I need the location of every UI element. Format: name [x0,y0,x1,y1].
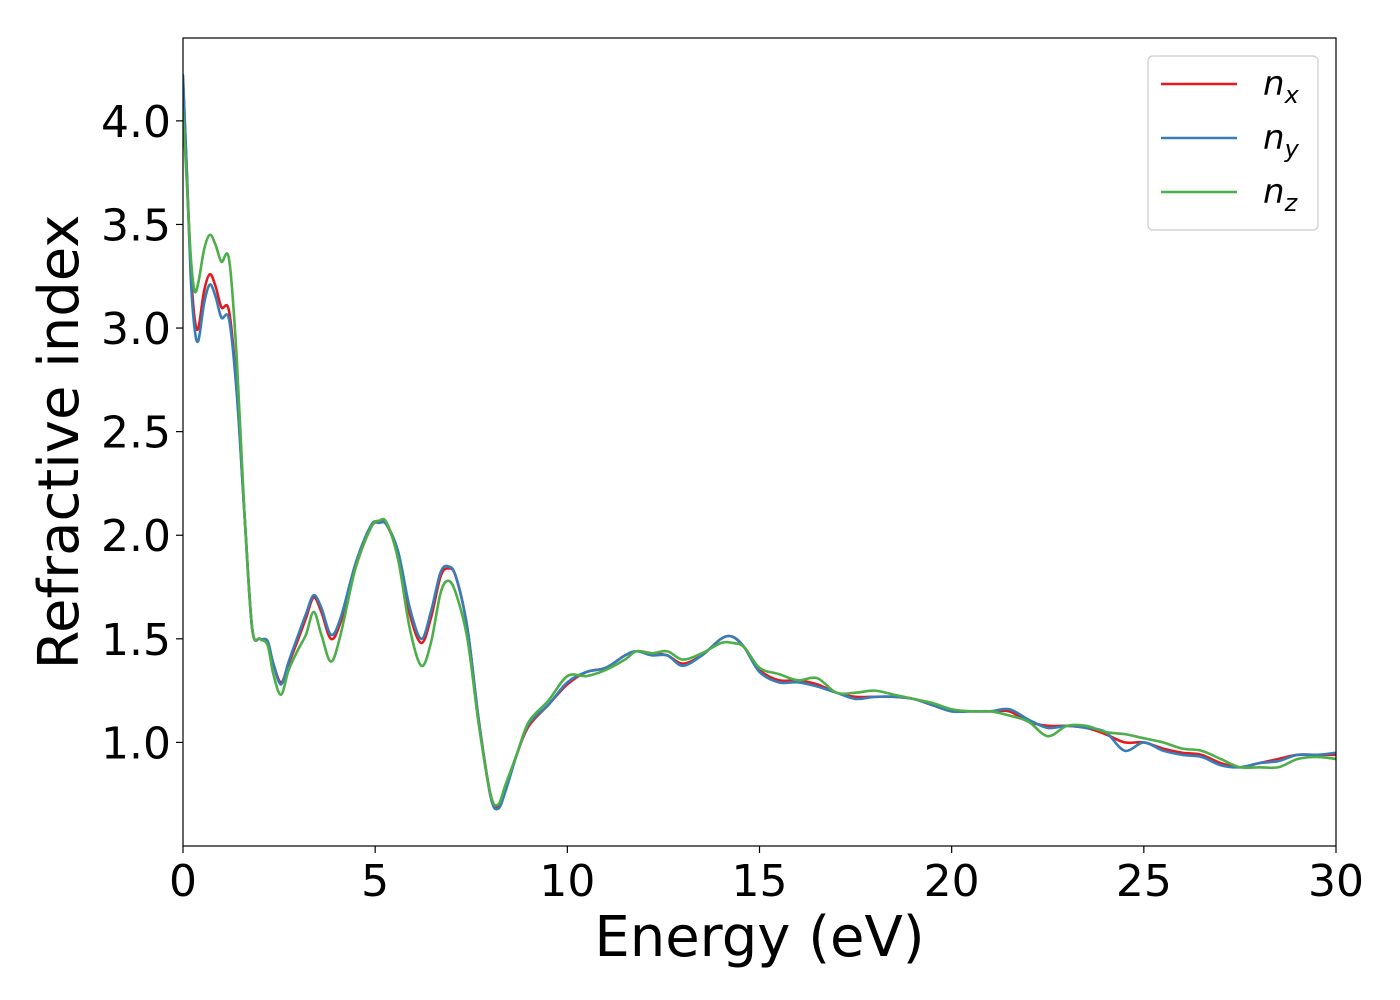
legend-label-y: ny [1263,118,1300,163]
y-axis-ticks: 1.0 1.5 2.0 2.5 3.0 3.5 4.0 [101,97,183,769]
series-layer [183,73,1336,811]
legend-box [1147,55,1319,231]
legend-label-subscript: x [1284,81,1300,109]
y-tick-label: 1.5 [101,615,171,666]
legend-label-x: nx [1263,64,1300,109]
y-tick-label: 4.0 [101,97,171,148]
x-tick-label: 30 [1308,856,1364,907]
x-tick-label: 0 [169,856,197,907]
x-tick-label: 10 [539,856,595,907]
y-tick-label: 1.0 [101,718,171,769]
y-tick-label: 2.5 [101,408,171,459]
x-axis-label: Energy (eV) [594,905,924,970]
x-tick-label: 15 [732,856,788,907]
legend-label-main: n [1263,64,1285,104]
x-tick-label: 5 [361,856,389,907]
plot-background [183,38,1336,846]
series-line-z [183,109,1336,807]
y-tick-label: 2.0 [101,511,171,562]
x-tick-label: 20 [924,856,980,907]
y-axis-label: Refractive index [27,215,92,670]
legend-label-subscript: y [1284,135,1300,163]
x-axis-ticks: 0 5 10 15 20 25 30 [169,846,1364,907]
legend-label-subscript: z [1284,189,1299,217]
legend-label-z: nz [1263,172,1299,217]
y-tick-label: 3.5 [101,200,171,251]
legend-label-main: n [1263,172,1285,212]
x-tick-label: 25 [1116,856,1172,907]
y-tick-label: 3.0 [101,304,171,355]
legend-label-main: n [1263,118,1285,158]
